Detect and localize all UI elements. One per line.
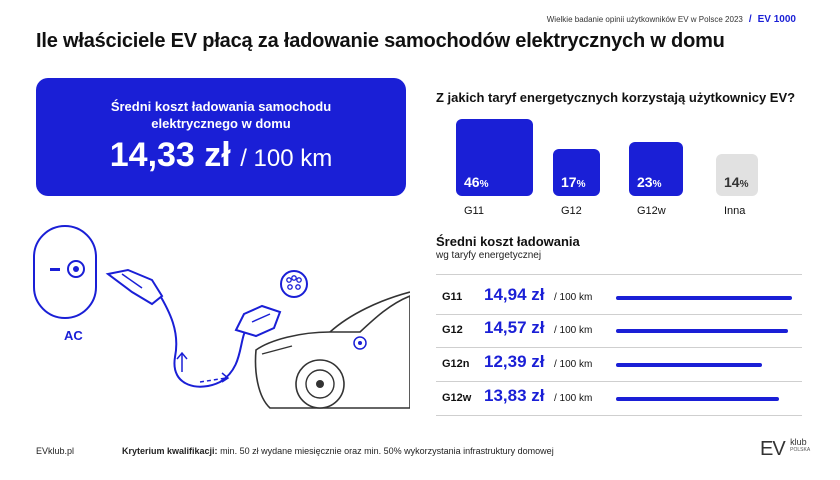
wallbox-icon [33,225,97,319]
cost-row: G11 14,94 zł / 100 km [436,283,802,315]
tariff-label: G11 [464,205,484,217]
divider [436,347,802,348]
cost-unit: / 100 km [554,292,593,303]
cost-unit: / 100 km [554,393,593,404]
tariff-question: Z jakich taryf energetycznych korzystają… [436,90,796,105]
kpi-value: 14,33 zł [109,136,231,174]
separator: / [748,14,752,25]
cost-tariff-label: G12 [442,324,463,336]
cost-subtitle: wg taryfy energetycznej [436,250,542,261]
brand-label: EV 1000 [757,14,796,25]
cost-bar [616,329,788,333]
cost-row: G12w 13,83 zł / 100 km [436,384,802,416]
tariff-share-value: 14% [724,174,749,190]
tariff-share-value: 46% [464,174,489,190]
plug-icon [105,268,164,306]
divider [436,274,802,275]
cost-bar [616,397,779,401]
tariff-share-value: 17% [561,174,586,190]
survey-label: Wielkie badanie opinii użytkowników EV w… [546,15,743,24]
divider [436,415,802,416]
logo-ev: EV [760,438,786,460]
cost-value: 14,57 zł [484,318,545,337]
evklub-logo: EV klub POLSKA [760,438,810,461]
criteria-text: min. 50 zł wydane miesięcznie oraz min. … [220,446,554,456]
cost-unit: / 100 km [554,325,593,336]
cost-unit: / 100 km [554,359,593,370]
cost-title: Średni koszt ładowania [436,234,580,249]
tariff-tile: 23% [629,142,683,196]
car-icon [254,291,410,409]
tariff-tile: 46% [456,119,533,196]
ev-charging-illustration [33,225,410,409]
tariff-share-value: 23% [637,174,662,190]
footer-criteria: Kryterium kwalifikacji: min. 50 zł wydan… [122,446,554,456]
cost-bar [616,296,792,300]
plug-icon-2 [234,304,282,338]
kpi-unit: / 100 km [240,145,333,172]
cost-row: G12n 12,39 zł / 100 km [436,350,802,382]
logo-sub2: POLSKA [790,447,811,453]
tariff-label: G12 [561,205,582,217]
connector-icon [280,270,308,298]
ac-label: AC [64,328,83,343]
kpi-value-line: 14,33 zł / 100 km [36,136,406,175]
tariff-tile: 17% [553,149,600,196]
tariff-label: Inna [724,205,746,217]
cost-bar [616,363,762,367]
page-title: Ile właściciele EV płacą za ładowanie sa… [36,30,725,52]
cost-value: 12,39 zł [484,352,545,371]
cost-tariff-label: G11 [442,291,463,303]
kpi-card: Średni koszt ładowania samochodu elektry… [36,78,406,196]
footer-site: EVklub.pl [36,446,75,456]
kpi-label: Średni koszt ładowania samochodu elektry… [110,99,332,131]
cost-tariff-label: G12n [442,358,470,370]
cost-value: 14,94 zł [484,285,545,304]
criteria-label: Kryterium kwalifikacji: [122,446,218,456]
tariff-tile: 14% [716,154,758,196]
cost-value: 13,83 zł [484,386,545,405]
tariff-label: G12w [637,205,666,217]
divider [436,314,802,315]
survey-note: Wielkie badanie opinii użytkowników EV w… [547,14,796,25]
cost-tariff-label: G12w [442,392,472,404]
divider [436,381,802,382]
logo-sub: klub [790,437,807,447]
cost-row: G12 14,57 zł / 100 km [436,316,802,348]
